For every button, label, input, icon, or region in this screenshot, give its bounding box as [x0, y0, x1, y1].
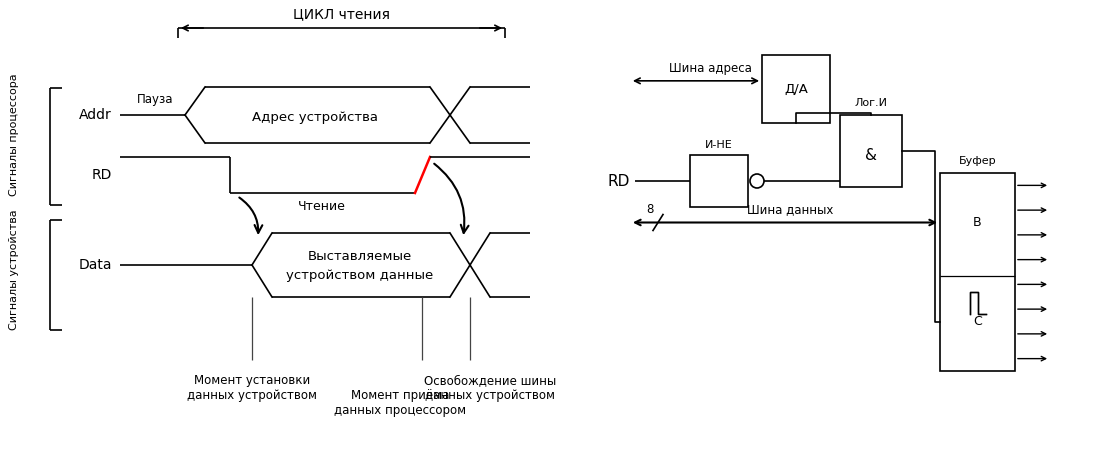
- Bar: [763, 55, 830, 123]
- Text: Адрес устройства: Адрес устройства: [252, 111, 379, 124]
- Text: И-НЕ: И-НЕ: [706, 140, 733, 150]
- Text: Сигналы устройства: Сигналы устройства: [9, 210, 19, 330]
- Text: RD: RD: [607, 174, 630, 188]
- Text: С: С: [974, 315, 982, 328]
- Text: Шина адреса: Шина адреса: [668, 63, 752, 75]
- Text: 8: 8: [647, 203, 654, 216]
- Text: Чтение: Чтение: [298, 200, 346, 213]
- Bar: [840, 115, 901, 187]
- Text: Шина данных: Шина данных: [747, 203, 834, 216]
- Bar: [690, 155, 748, 207]
- Text: Addr: Addr: [79, 108, 112, 122]
- Text: устройством данные: устройством данные: [287, 269, 433, 282]
- Text: Освобождение шины
данных устройством: Освобождение шины данных устройством: [423, 374, 556, 402]
- Text: RD: RD: [92, 168, 112, 182]
- Text: &: &: [865, 149, 877, 163]
- Text: Момент установки
данных устройством: Момент установки данных устройством: [187, 374, 317, 402]
- Bar: [940, 173, 1015, 371]
- Text: Д/А: Д/А: [784, 82, 808, 95]
- Text: Сигналы процессора: Сигналы процессора: [9, 74, 19, 196]
- Text: Буфер: Буфер: [958, 156, 997, 166]
- Text: Момент приёма
данных процессором: Момент приёма данных процессором: [334, 389, 466, 417]
- Text: В: В: [974, 216, 981, 229]
- Text: Лог.И: Лог.И: [854, 98, 887, 108]
- Text: Data: Data: [79, 258, 112, 272]
- Text: Пауза: Пауза: [137, 94, 173, 106]
- Text: Выставляемые: Выставляемые: [307, 250, 412, 263]
- Text: ЦИКЛ чтения: ЦИКЛ чтения: [293, 7, 389, 21]
